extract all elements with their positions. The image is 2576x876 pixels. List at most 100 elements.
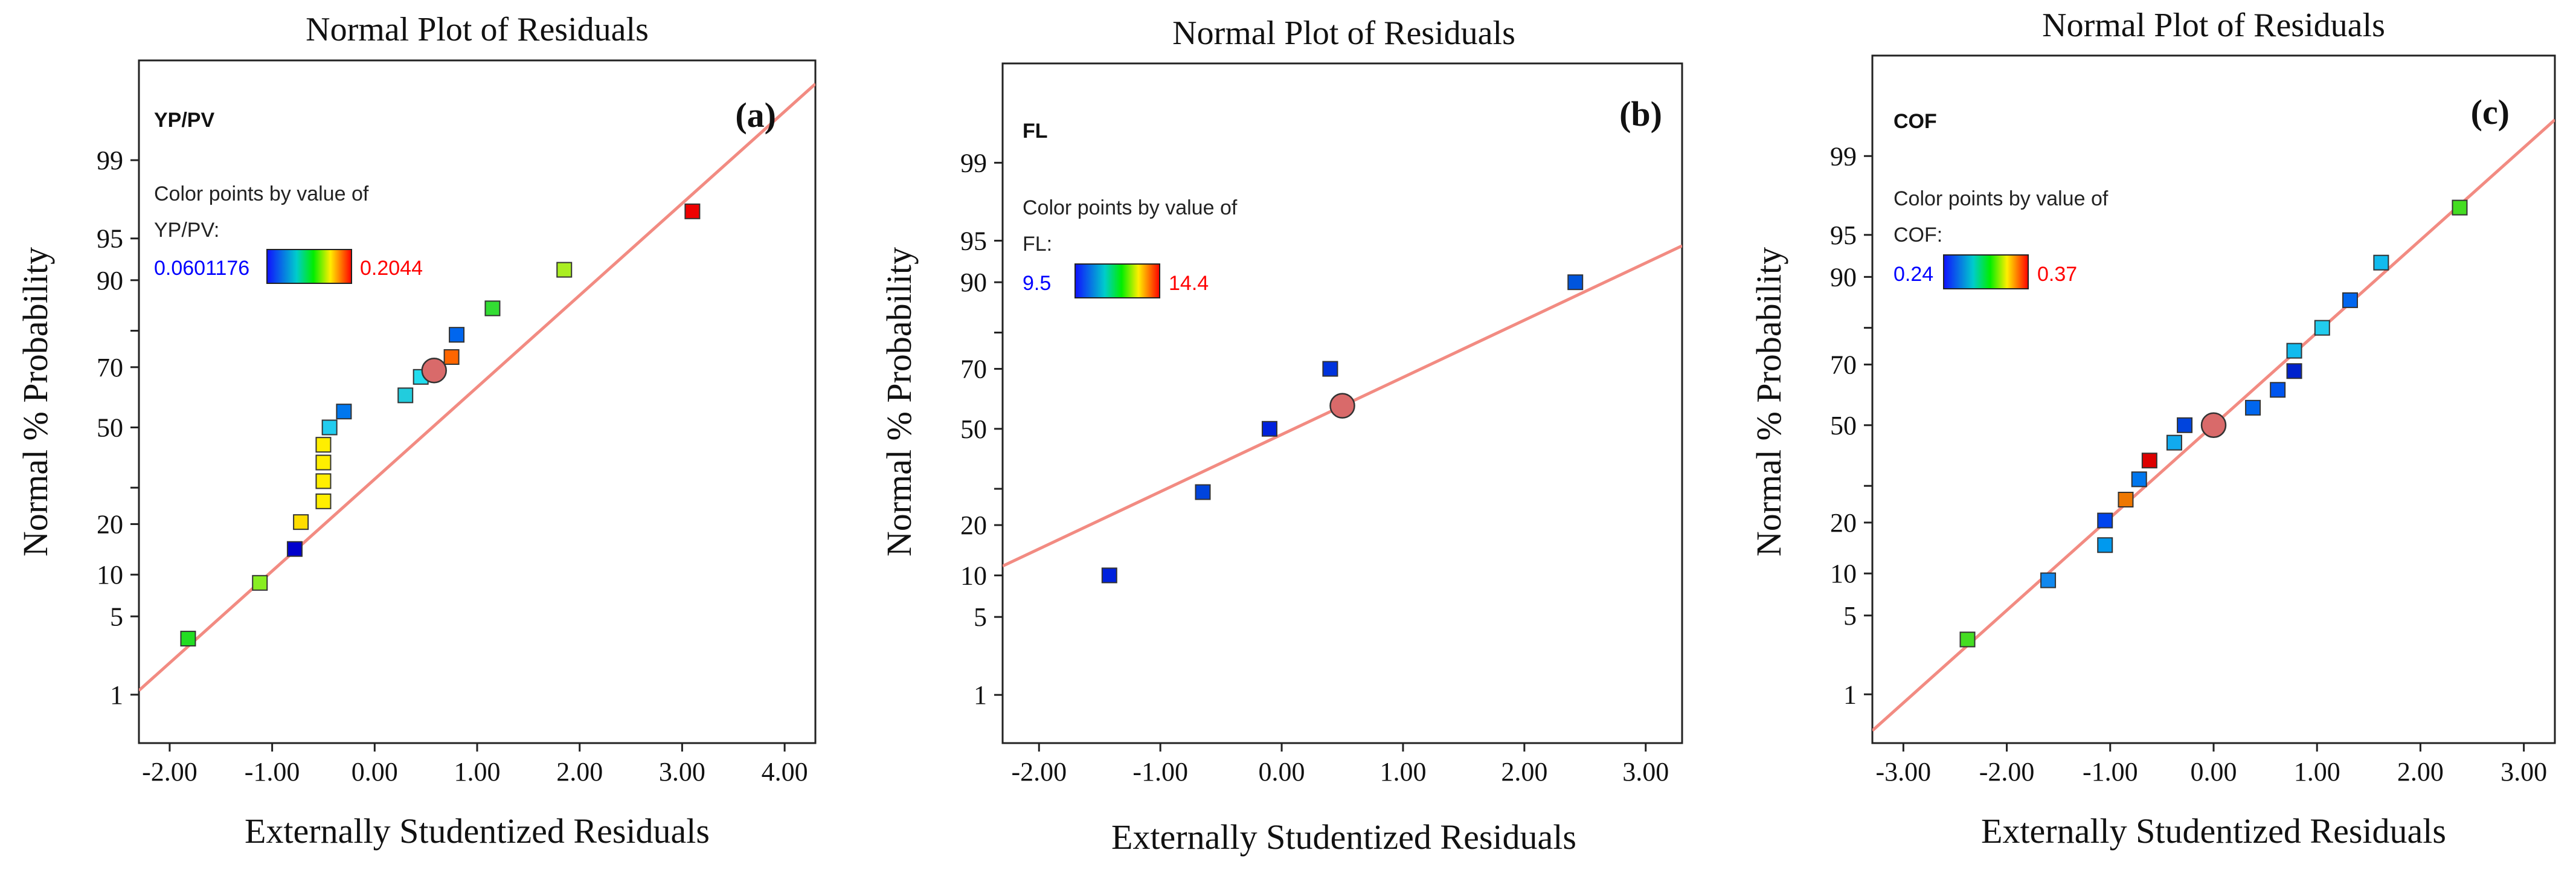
response-label: COF: [1893, 110, 1937, 133]
y-tick-label: 10: [1830, 559, 1857, 588]
legend-caption-line2: COF:: [1893, 224, 1942, 246]
y-tick-label: 5: [110, 602, 123, 631]
x-tick-label: 4.00: [762, 757, 808, 787]
data-point: [2314, 320, 2330, 336]
data-point: [2286, 363, 2302, 379]
y-tick-label: 90: [97, 266, 123, 295]
x-tick-label: 3.00: [2501, 757, 2547, 787]
data-point: [315, 437, 332, 453]
y-tick-label: 70: [1830, 350, 1857, 379]
y-tick-label: 90: [1830, 262, 1857, 292]
x-tick-label: -2.00: [142, 757, 198, 787]
x-tick-label: -3.00: [1876, 757, 1932, 787]
data-point: [286, 541, 303, 557]
y-ticks: 1 5 10 20 50 70 90 95 99: [960, 148, 1003, 710]
legend-caption-line1: Color points by value of: [154, 182, 369, 205]
y-tick-label: 1: [110, 680, 123, 710]
data-point: [2131, 471, 2147, 488]
x-tick-label: 0.00: [352, 757, 398, 787]
data-point: [336, 404, 352, 420]
y-tick-label: 1: [974, 680, 987, 710]
data-point: [2245, 399, 2261, 416]
y-tick-label: 10: [97, 560, 123, 590]
data-point: [2286, 343, 2302, 359]
chart-title: Normal Plot of Residuals: [1172, 14, 1515, 52]
legend-color-bar: [1074, 263, 1160, 298]
x-tick-label: -2.00: [1011, 757, 1067, 787]
data-point: [315, 473, 332, 489]
y-tick-label: 10: [960, 561, 987, 590]
fit-line-group: [139, 83, 815, 692]
legend-color-bar: [1943, 254, 2029, 289]
legend-caption-line2: FL:: [1023, 233, 1052, 256]
data-point: [2040, 572, 2057, 588]
data-point: [1261, 420, 1277, 437]
response-label: YP/PV: [154, 109, 214, 132]
legend-max-value: 0.2044: [360, 257, 423, 280]
y-tick-label: 99: [97, 146, 123, 175]
data-point: [397, 387, 414, 404]
legend-min-value: 0.24: [1893, 263, 1933, 286]
data-point: [180, 631, 196, 647]
panel-c: Normal Plot of Residuals 1 5 10 20 50 70 90 95 9…: [1749, 7, 2556, 851]
response-label: FL: [1023, 120, 1048, 143]
y-tick-label: 90: [960, 268, 987, 297]
x-tick-label: 0.00: [1259, 757, 1305, 787]
y-tick-label: 95: [960, 226, 987, 256]
data-point: [2166, 434, 2182, 451]
legend-caption-line1: Color points by value of: [1023, 196, 1238, 219]
x-tick-label: -1.00: [1132, 757, 1188, 787]
data-point: [315, 454, 332, 471]
y-tick-label: 50: [1830, 411, 1857, 440]
y-tick-label: 5: [974, 602, 987, 632]
x-tick-label: 1.00: [1380, 757, 1426, 787]
data-point: [2177, 417, 2193, 433]
data-point: [293, 514, 309, 530]
x-tick-label: 2.00: [2397, 757, 2444, 787]
y-tick-label: 20: [960, 510, 987, 540]
x-axis-label: Externally Studentized Residuals: [245, 811, 710, 851]
legend-caption-line2: YP/PV:: [154, 219, 219, 242]
data-point: [2097, 537, 2113, 553]
data-points: [1959, 199, 2468, 648]
data-point: [252, 575, 268, 591]
legend-min-value: 0.0601176: [154, 257, 249, 280]
x-tick-label: 3.00: [659, 757, 705, 787]
x-ticks: -3.00 -2.00 -1.00 0.00 1.00 2.00 3.00: [1876, 743, 2547, 787]
data-point: [1101, 567, 1117, 584]
legend-min-value: 9.5: [1023, 272, 1051, 295]
center-marker: [1329, 393, 1355, 419]
data-point: [2342, 292, 2358, 308]
legend-color-bar: [266, 249, 352, 284]
y-tick-label: 50: [960, 414, 987, 444]
panel-label: (c): [2471, 92, 2510, 132]
chart-title: Normal Plot of Residuals: [2042, 7, 2385, 44]
data-point: [321, 419, 338, 436]
y-tick-label: 70: [960, 355, 987, 384]
y-tick-label: 99: [1830, 141, 1857, 171]
y-tick-label: 20: [1830, 508, 1857, 538]
panel-label: (a): [735, 95, 776, 135]
x-tick-label: 1.00: [2294, 757, 2340, 787]
plot-area: [1001, 62, 1683, 744]
data-point: [2141, 452, 2157, 469]
y-axis-label: Normal % Probability: [1749, 247, 1788, 556]
panel-a: Normal Plot of Residuals 1 5 10 20 50 70 90 95 9…: [16, 11, 817, 851]
fit-line: [139, 83, 815, 692]
x-tick-label: -1.00: [245, 757, 300, 787]
y-tick-label: 95: [97, 224, 123, 254]
x-tick-label: 2.00: [1501, 757, 1547, 787]
data-points: [1101, 274, 1584, 584]
data-point: [2097, 512, 2113, 529]
x-tick-label: -2.00: [1979, 757, 2035, 787]
x-tick-label: -1.00: [2083, 757, 2138, 787]
center-marker: [2200, 412, 2227, 439]
data-point: [2118, 491, 2134, 507]
data-point: [484, 300, 501, 317]
data-points: [180, 203, 701, 647]
y-axis-label: Normal % Probability: [16, 247, 55, 556]
x-tick-label: 3.00: [1622, 757, 1669, 787]
legend-max-value: 0.37: [2037, 263, 2077, 286]
data-point: [2270, 382, 2286, 398]
